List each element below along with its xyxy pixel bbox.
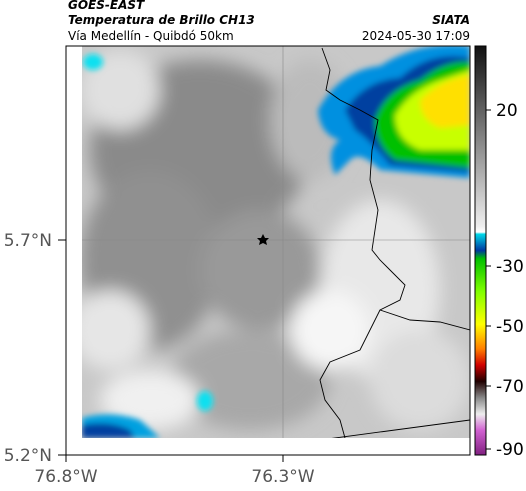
location: Vía Medellín - Quibdó 50km bbox=[68, 29, 234, 43]
datetime: 2024-05-30 17:09 bbox=[362, 29, 470, 43]
lon-label: 76.3°W bbox=[251, 467, 314, 487]
source: SIATA bbox=[432, 13, 470, 27]
colorbar-tick-label: -30 bbox=[496, 257, 524, 277]
colorbar-tick-label: -50 bbox=[496, 317, 524, 337]
lon-label: 76.8°W bbox=[34, 467, 97, 487]
lat-label: 5.2°N bbox=[4, 446, 52, 466]
subtitle: Temperatura de Brillo CH13 bbox=[68, 13, 255, 27]
city-marker bbox=[257, 234, 269, 245]
satellite-image bbox=[82, 46, 470, 438]
colorbar-tick-label: 20 bbox=[496, 101, 518, 121]
map-frame bbox=[65, 45, 471, 456]
colorbar-tick-label: -70 bbox=[496, 377, 524, 397]
colorbar-tick-label: -90 bbox=[496, 440, 524, 460]
lat-label: 5.7°N bbox=[4, 231, 52, 251]
colorbar bbox=[474, 45, 487, 456]
title: GOES-EAST bbox=[68, 0, 145, 12]
